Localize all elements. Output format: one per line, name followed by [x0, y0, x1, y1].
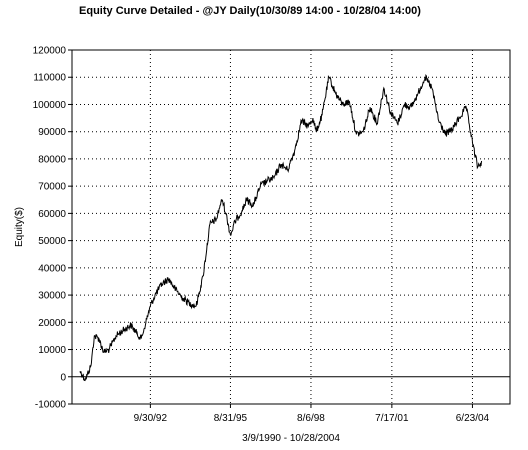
y-tick-label: 90000	[38, 127, 66, 138]
x-axis-ticks: 9/30/92 8/31/95 8/6/98 7/17/01 6/23/04	[134, 404, 490, 424]
x-tick-label: 9/30/92	[134, 413, 168, 424]
x-tick-label: 8/6/98	[297, 413, 325, 424]
y-tick-label: 120000	[33, 46, 67, 57]
y-tick-label: 50000	[38, 236, 66, 247]
y-tick-label: 20000	[38, 318, 66, 329]
y-tick-label: 40000	[38, 263, 66, 274]
y-tick-label: -10000	[35, 400, 67, 411]
y-axis-label: Equity($)	[14, 207, 25, 247]
y-tick-label: 100000	[33, 100, 67, 111]
y-tick-label: 110000	[33, 73, 66, 84]
y-tick-label: 80000	[38, 154, 66, 165]
x-tick-label: 7/17/01	[375, 413, 409, 424]
y-tick-label: 10000	[38, 345, 66, 356]
y-axis-ticks: 1200001100001000009000080000700006000050…	[33, 46, 72, 411]
x-axis-label: 3/9/1990 - 10/28/2004	[242, 433, 340, 444]
plot-area	[71, 49, 511, 405]
grid-lines	[72, 50, 510, 404]
y-tick-label: 0	[60, 372, 66, 383]
y-tick-label: 60000	[38, 209, 66, 220]
x-tick-label: 6/23/04	[456, 413, 490, 424]
chart-title: Equity Curve Detailed - @JY Daily(10/30/…	[79, 5, 421, 17]
equity-series-line	[79, 74, 483, 382]
y-tick-label: 30000	[38, 291, 66, 302]
y-tick-label: 70000	[38, 182, 66, 193]
x-tick-label: 8/31/95	[214, 413, 248, 424]
